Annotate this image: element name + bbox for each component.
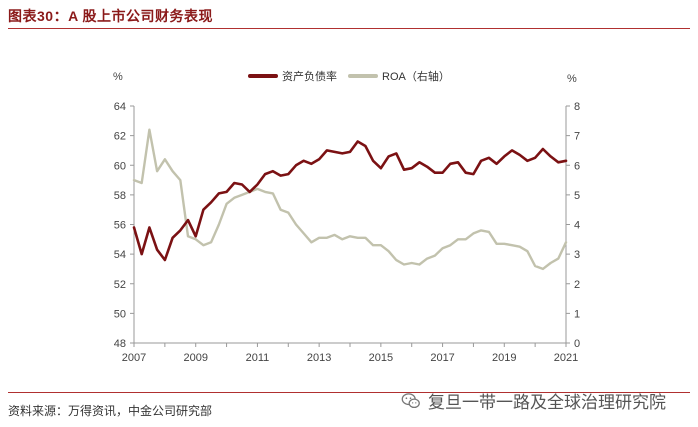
left-tick-label: 64	[114, 101, 126, 113]
right-tick-label: 6	[574, 160, 580, 172]
left-tick-label: 56	[114, 220, 126, 232]
title-rule	[8, 28, 690, 29]
left-axis-unit: %	[113, 71, 123, 83]
left-tick-label: 58	[114, 190, 126, 202]
left-tick-label: 54	[114, 249, 126, 261]
left-tick-label: 48	[114, 338, 126, 350]
x-tick-label: 2013	[307, 352, 331, 364]
legend-label: ROA（右轴）	[382, 69, 450, 83]
left-tick-label: 52	[114, 279, 126, 291]
x-tick-label: 2011	[246, 352, 270, 364]
watermark-text: 复旦一带一路及全球治理研究院	[428, 393, 666, 412]
right-tick-label: 4	[574, 220, 580, 232]
x-tick-label: 2007	[122, 352, 146, 364]
source-note: 资料来源：万得资讯，中金公司研究部	[8, 404, 213, 418]
x-axis-ticks: 2007 2009 2011 2013 2015 2017 2019 2021	[122, 343, 578, 364]
legend: 资产负债率 ROA（右轴）	[248, 69, 450, 83]
x-tick-label: 2015	[369, 352, 393, 364]
right-tick-label: 8	[574, 101, 580, 113]
watermark: 复旦一带一路及全球治理研究院	[400, 388, 666, 413]
x-tick-label: 2017	[430, 352, 454, 364]
bottom-rule	[8, 392, 690, 393]
x-tick-label: 2019	[492, 352, 516, 364]
right-tick-label: 7	[574, 131, 580, 143]
right-tick-label: 2	[574, 279, 580, 291]
legend-label: 资产负债率	[282, 69, 337, 83]
right-axis-ticks: 0 1 2 3 4 5 6 7 8	[566, 101, 580, 350]
left-axis-ticks: 48 50 52 54 56 58 60 62 64	[114, 101, 134, 350]
axis-units: %%	[113, 71, 577, 85]
right-tick-label: 3	[574, 249, 580, 261]
figure-title: 图表30：A 股上市公司财务表现	[8, 8, 214, 24]
right-axis-unit: %	[567, 73, 577, 85]
x-tick-label: 2009	[183, 352, 207, 364]
x-tick-label: 2021	[554, 352, 578, 364]
series-line-debt-ratio	[132, 140, 568, 262]
right-tick-label: 0	[574, 338, 580, 350]
right-tick-label: 1	[574, 308, 580, 320]
series-line-roa	[132, 128, 568, 271]
left-tick-label: 60	[114, 160, 126, 172]
left-tick-label: 50	[114, 308, 126, 320]
right-tick-label: 5	[574, 190, 580, 202]
wechat-icon	[401, 392, 420, 408]
left-tick-label: 62	[114, 131, 126, 143]
series-layer	[132, 128, 568, 271]
